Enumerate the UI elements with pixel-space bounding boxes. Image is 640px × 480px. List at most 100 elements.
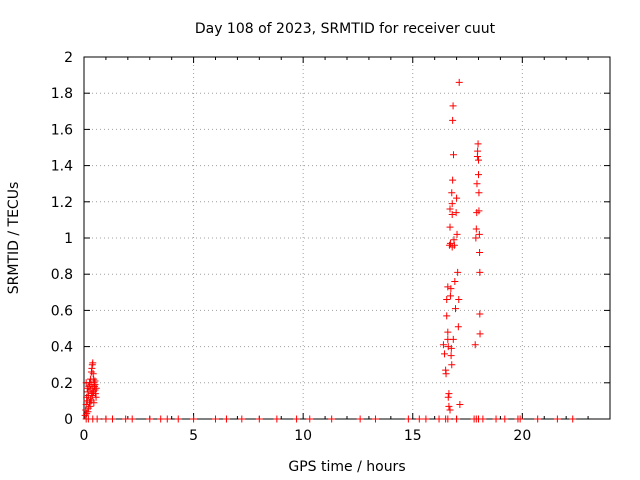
data-point bbox=[222, 415, 230, 423]
data-point bbox=[447, 285, 455, 293]
data-point bbox=[476, 268, 484, 276]
data-point bbox=[446, 223, 454, 231]
data-point bbox=[474, 140, 482, 148]
data-point bbox=[108, 415, 116, 423]
x-tick-label: 20 bbox=[513, 428, 531, 444]
data-point bbox=[328, 415, 336, 423]
data-point bbox=[476, 310, 484, 318]
chart-title: Day 108 of 2023, SRMTID for receiver cuu… bbox=[195, 21, 496, 37]
y-tick-label: 1 bbox=[64, 231, 73, 247]
data-point bbox=[475, 156, 482, 164]
data-point bbox=[93, 415, 101, 423]
data-point bbox=[81, 411, 89, 419]
data-point bbox=[534, 415, 542, 423]
data-point bbox=[569, 415, 577, 423]
data-point bbox=[456, 401, 464, 409]
data-point bbox=[102, 415, 110, 423]
data-point bbox=[445, 402, 453, 410]
data-point bbox=[92, 393, 100, 401]
data-point bbox=[472, 234, 480, 242]
data-point bbox=[452, 209, 460, 217]
y-tick-label: 2 bbox=[64, 50, 73, 66]
data-point bbox=[157, 415, 165, 423]
data-point bbox=[444, 283, 452, 291]
data-point bbox=[88, 390, 96, 398]
data-point bbox=[422, 415, 430, 423]
data-points bbox=[81, 78, 577, 423]
y-tick-label: 1.2 bbox=[51, 195, 73, 211]
plot-frame bbox=[83, 56, 611, 420]
data-point bbox=[455, 78, 463, 86]
data-point bbox=[128, 415, 136, 423]
data-point bbox=[443, 296, 451, 304]
data-point bbox=[516, 415, 524, 423]
data-point bbox=[448, 361, 456, 369]
x-axis-label: GPS time / hours bbox=[288, 459, 405, 475]
data-point bbox=[453, 230, 461, 238]
data-point bbox=[444, 343, 452, 351]
data-point bbox=[415, 415, 423, 423]
data-point bbox=[238, 415, 246, 423]
data-point bbox=[501, 415, 509, 423]
data-point bbox=[475, 230, 483, 238]
data-point bbox=[439, 341, 447, 349]
y-tick-label: 0.8 bbox=[51, 267, 73, 283]
data-point bbox=[475, 171, 482, 179]
y-tick-label: 0 bbox=[64, 412, 73, 428]
data-point bbox=[475, 207, 483, 215]
y-tick-label: 1.8 bbox=[51, 86, 73, 102]
data-point bbox=[474, 147, 482, 155]
data-point bbox=[293, 415, 301, 423]
data-point bbox=[84, 408, 92, 416]
data-point bbox=[83, 393, 91, 401]
data-point bbox=[453, 194, 461, 202]
data-point bbox=[450, 151, 458, 159]
data-point bbox=[444, 328, 452, 336]
data-point bbox=[92, 384, 100, 392]
data-point bbox=[190, 415, 198, 423]
data-point bbox=[444, 393, 452, 401]
data-point bbox=[476, 330, 484, 338]
data-point bbox=[448, 210, 456, 218]
data-point bbox=[471, 341, 479, 349]
data-point bbox=[447, 344, 455, 352]
y-tick-label: 0.2 bbox=[51, 376, 73, 392]
data-point bbox=[472, 225, 480, 233]
data-point bbox=[89, 388, 97, 396]
data-point bbox=[89, 359, 97, 367]
data-point bbox=[212, 415, 219, 423]
y-tick-label: 0.4 bbox=[51, 340, 73, 356]
data-point bbox=[446, 239, 454, 247]
data-point bbox=[446, 292, 454, 300]
data-point bbox=[445, 390, 453, 398]
data-point bbox=[435, 415, 443, 423]
data-point bbox=[451, 277, 459, 285]
data-point bbox=[163, 415, 171, 423]
data-point bbox=[306, 415, 314, 423]
x-tick-label: 0 bbox=[80, 428, 89, 444]
data-point bbox=[146, 415, 154, 423]
data-point bbox=[449, 335, 457, 343]
data-point bbox=[255, 415, 263, 423]
y-axis-label: SRMTID / TECUs bbox=[6, 182, 22, 295]
data-point bbox=[87, 395, 95, 403]
data-point bbox=[447, 352, 455, 360]
x-tick-label: 15 bbox=[404, 428, 422, 444]
data-point bbox=[371, 415, 379, 423]
data-point bbox=[88, 391, 96, 399]
data-point bbox=[174, 415, 182, 423]
data-point bbox=[475, 189, 483, 197]
data-point bbox=[449, 102, 457, 110]
data-point bbox=[449, 116, 457, 124]
data-point bbox=[479, 415, 487, 423]
x-tick-label: 5 bbox=[189, 428, 198, 444]
data-point bbox=[455, 296, 463, 304]
data-point bbox=[443, 312, 451, 320]
data-point bbox=[82, 401, 90, 409]
data-point bbox=[473, 180, 481, 188]
data-point bbox=[449, 176, 457, 184]
data-point bbox=[446, 406, 454, 414]
data-point bbox=[448, 189, 456, 197]
data-point bbox=[492, 415, 500, 423]
y-tick-label: 1.4 bbox=[51, 159, 73, 175]
